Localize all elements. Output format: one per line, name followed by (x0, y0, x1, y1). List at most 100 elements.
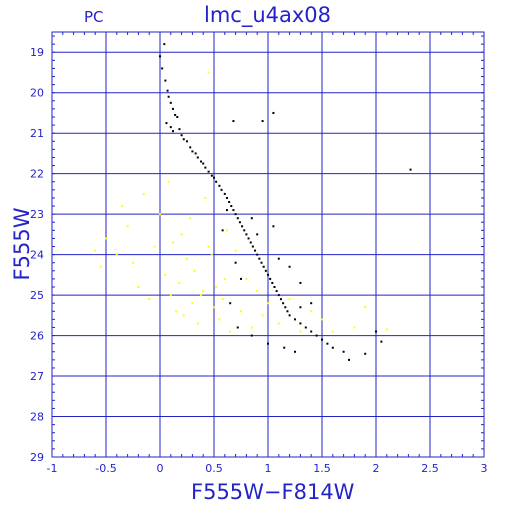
yellow-star-point (200, 294, 203, 297)
yellow-star-point (364, 306, 367, 309)
x-tick-label: 3 (481, 462, 488, 475)
y-tick-label: 19 (30, 46, 44, 59)
black-star-point (174, 113, 177, 116)
y-tick-label: 21 (30, 127, 44, 140)
black-star-point (267, 273, 269, 276)
yellow-star-point (142, 192, 145, 195)
yellow-star-point (126, 225, 129, 228)
yellow-star-point (353, 326, 356, 329)
black-star-point (213, 176, 215, 179)
black-star-point (348, 358, 350, 361)
black-star-point (220, 188, 223, 191)
black-star-point (200, 160, 203, 163)
black-star-point (294, 318, 296, 321)
black-star-point (194, 152, 197, 155)
black-star-point (277, 257, 280, 260)
black-star-point (364, 352, 367, 355)
yellow-star-point (218, 318, 221, 321)
black-star-point (180, 134, 183, 137)
black-star-point (204, 166, 207, 169)
yellow-star-point (229, 330, 232, 333)
yellow-star-point (180, 233, 183, 236)
yellow-star-point (115, 253, 118, 256)
yellow-star-point (164, 273, 167, 276)
yellow-star-point (178, 281, 181, 284)
yellow-star-point (215, 286, 218, 288)
yellow-star-point (186, 257, 188, 260)
black-star-point (288, 314, 291, 317)
yellow-star-point (137, 286, 140, 288)
yellow-star-point (182, 314, 185, 317)
black-star-point (243, 229, 246, 232)
black-star-point (171, 130, 174, 133)
black-star-point (271, 281, 274, 284)
black-star-point (326, 342, 329, 345)
black-star-point (380, 340, 383, 343)
black-star-point (207, 170, 210, 173)
yellow-star-point (132, 261, 134, 264)
yellow-star-point (159, 213, 161, 216)
yellow-star-point (193, 269, 196, 272)
black-star-point (161, 67, 164, 70)
black-star-point (232, 209, 235, 212)
y-tick-label: 23 (30, 208, 44, 221)
yellow-star-point (204, 196, 207, 199)
yellow-star-point (171, 241, 174, 244)
black-star-point (375, 330, 377, 333)
yellow-star-point (299, 330, 302, 333)
black-star-point (223, 192, 226, 195)
black-star-point (282, 302, 285, 305)
black-star-point (321, 338, 323, 341)
black-star-point (234, 213, 237, 216)
yellow-star-point (331, 330, 334, 333)
yellow-star-point (240, 310, 242, 313)
yellow-star-point (207, 245, 210, 248)
black-star-point (225, 209, 228, 212)
yellow-star-point (189, 217, 192, 220)
black-star-point (163, 43, 166, 46)
y-tick-label: 24 (30, 249, 44, 262)
black-star-point (249, 241, 252, 244)
black-star-point (229, 302, 232, 305)
black-star-point (283, 346, 286, 349)
yellow-star-point (169, 294, 172, 297)
yellow-star-point (213, 306, 215, 309)
black-star-point (221, 229, 224, 232)
black-star-point (238, 221, 241, 224)
yellow-star-point (267, 302, 269, 305)
yellow-star-point (148, 298, 151, 301)
camera-label: PC (84, 8, 104, 26)
black-star-point (210, 174, 213, 177)
black-star-point (260, 261, 263, 264)
black-star-point (269, 277, 272, 280)
black-star-point (272, 225, 275, 228)
black-star-point (250, 217, 253, 220)
black-star-point (277, 294, 280, 297)
black-star-point (310, 330, 313, 333)
black-star-point (294, 350, 296, 353)
black-star-point (254, 249, 257, 252)
black-star-point (159, 55, 161, 58)
yellow-star-point (105, 237, 107, 240)
black-star-point (232, 120, 235, 123)
yellow-star-point (234, 249, 237, 252)
black-star-point (215, 180, 218, 183)
black-star-point (167, 95, 170, 98)
yellow-star-point (256, 290, 259, 293)
yellow-star-point (385, 328, 388, 331)
black-star-point (178, 128, 181, 131)
yellow-star-point (261, 314, 264, 317)
yellow-star-point (245, 277, 248, 280)
black-star-point (191, 150, 194, 153)
black-star-point (169, 101, 172, 104)
x-tick-label: 2 (373, 462, 380, 475)
yellow-star-point (250, 326, 253, 329)
y-tick-label: 25 (30, 289, 44, 302)
x-tick-label: 1.5 (313, 462, 331, 475)
y-tick-label: 29 (30, 451, 44, 464)
black-star-point (166, 89, 169, 92)
chart-title: lmc_u4ax08 (204, 3, 332, 27)
black-star-point (245, 233, 248, 236)
